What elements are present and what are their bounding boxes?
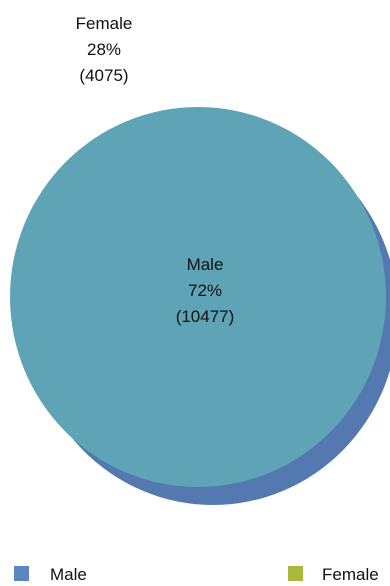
legend-label-male: Male bbox=[50, 565, 87, 584]
male-slice-percent-label: 72% bbox=[188, 281, 222, 300]
female-slice-count-label: (4075) bbox=[79, 66, 128, 85]
male-slice-name-label: Male bbox=[187, 255, 224, 274]
legend-swatch-female bbox=[288, 566, 303, 581]
female-slice-name-label: Female bbox=[76, 14, 133, 33]
pie-slice-male[interactable] bbox=[10, 107, 386, 487]
chart-legend: Male Female bbox=[14, 565, 379, 584]
legend-label-female: Female bbox=[322, 565, 379, 584]
legend-swatch-male bbox=[14, 566, 29, 581]
female-slice-percent-label: 28% bbox=[87, 40, 121, 59]
male-slice-count-label: (10477) bbox=[176, 307, 235, 326]
